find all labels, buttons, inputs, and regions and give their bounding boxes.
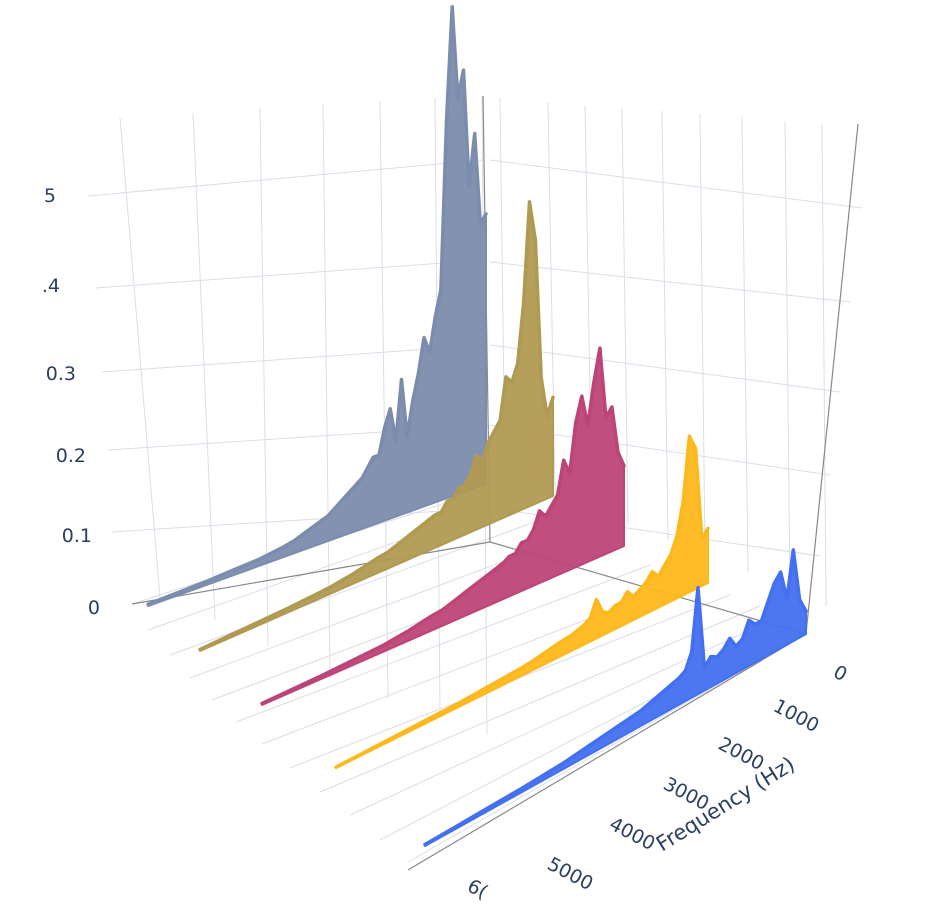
frequency-tick-label: 4000	[606, 813, 659, 855]
series-layer	[146, 4, 808, 847]
amplitude-tick-label: 0	[88, 597, 100, 619]
amplitude-tick-label: 0.2	[56, 445, 86, 467]
grid-line-back-vertical	[192, 112, 216, 621]
frequency-tick-label: 5000	[544, 853, 597, 895]
axis-line-frequency	[407, 633, 807, 871]
amplitude-tick-label: 5	[44, 185, 56, 207]
series-line-1	[198, 200, 555, 652]
axis-line-back-bottom	[131, 541, 491, 605]
axis-line-right-vertical	[805, 123, 859, 635]
grid-line-side-vertical	[821, 123, 827, 607]
grid-line-side-vertical	[741, 116, 749, 573]
grid-line-back-horizontal	[94, 259, 486, 289]
grid-line-side-vertical	[784, 120, 791, 591]
grid-line-side-horizontal	[489, 159, 863, 209]
grid-line-back-vertical	[322, 103, 331, 674]
grid-line-side-horizontal	[489, 344, 841, 393]
grid-line-side-vertical	[661, 110, 669, 541]
grid-line-side-horizontal	[489, 261, 851, 303]
grid-line-back-vertical	[119, 117, 161, 599]
series-line-2	[260, 346, 626, 706]
amplitude-tick-label: 0.1	[62, 525, 92, 547]
grid-line-floor	[319, 605, 761, 793]
series-line-4	[423, 548, 808, 847]
frequency-axis-title: Frequency (Hz)	[652, 752, 799, 856]
grid-line-back-horizontal	[87, 159, 483, 197]
grid-line-floor	[169, 519, 541, 656]
frequency-tick-label: 0	[830, 661, 851, 686]
grid-line-floor	[349, 615, 781, 816]
grid-line-floor	[235, 564, 651, 723]
grid-line-back-vertical	[379, 100, 389, 699]
amplitude-tick-label: 0.3	[46, 363, 76, 385]
frequency-tick-label: 1000	[770, 695, 823, 737]
grid-line-back-horizontal	[111, 507, 490, 533]
series-line-0	[146, 4, 488, 607]
grid-line-side-vertical	[699, 113, 706, 556]
series-line-3	[334, 434, 710, 769]
amplitude-tick-label: .4	[42, 275, 60, 297]
frequency-tick-label: 6(	[464, 875, 492, 904]
